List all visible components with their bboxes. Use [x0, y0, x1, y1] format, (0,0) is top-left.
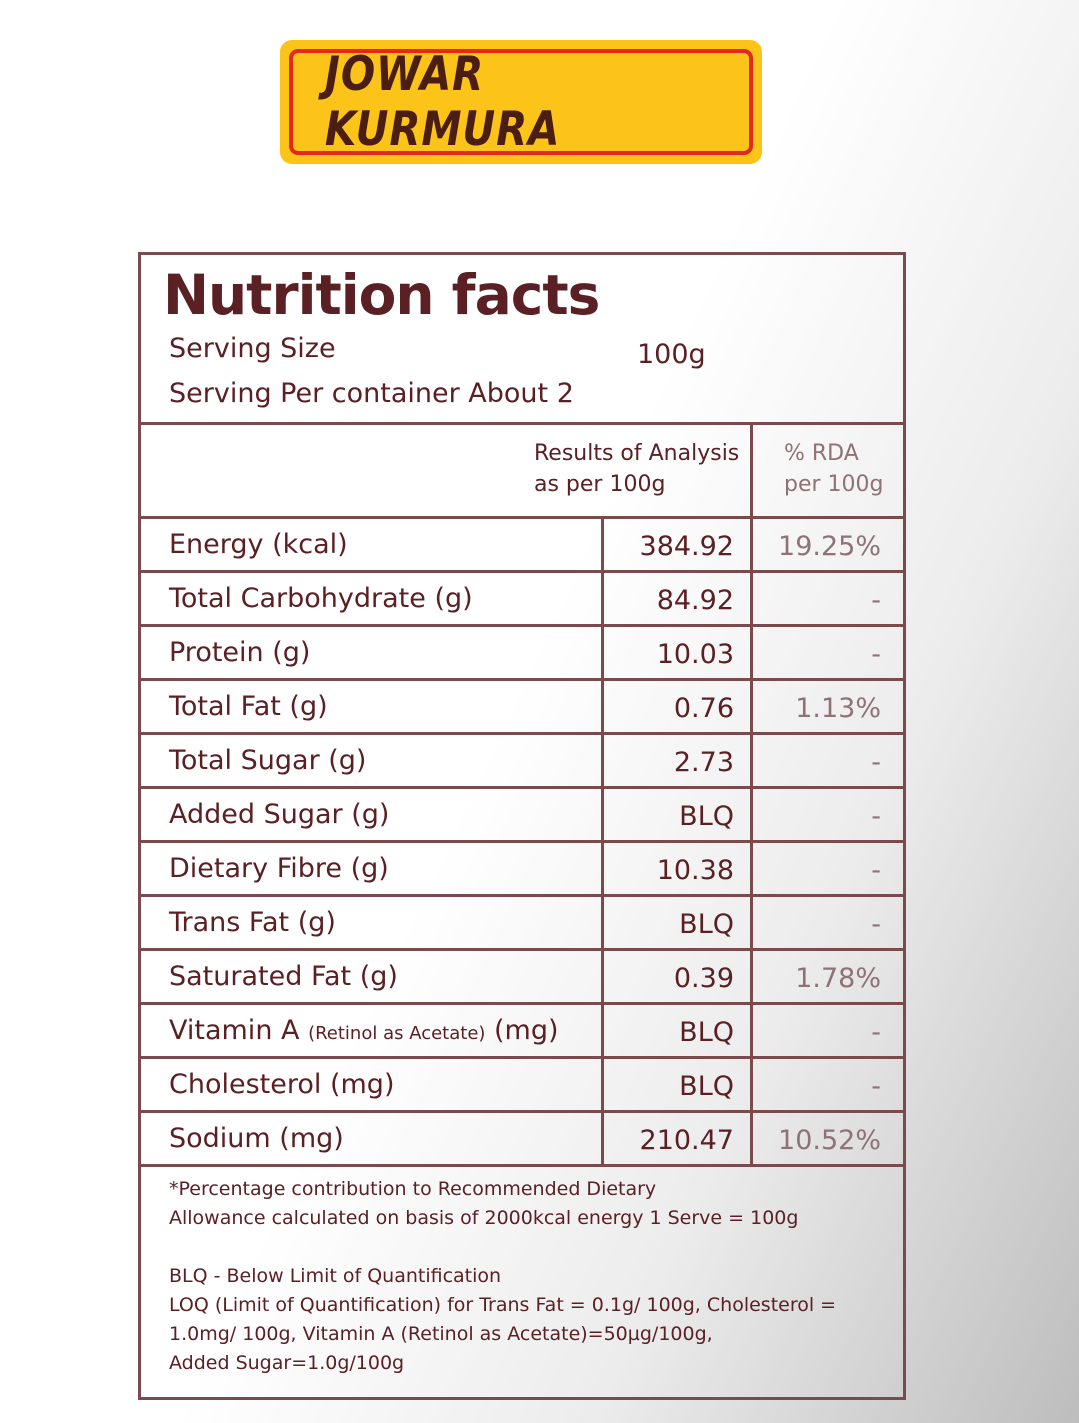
product-badge: JOWAR KURMURA: [280, 40, 762, 164]
nutrient-rda: 10.52%: [778, 1125, 881, 1156]
row-divider: [141, 1110, 903, 1113]
nutrient-value: BLQ: [679, 1017, 734, 1048]
row-divider: [141, 570, 903, 573]
nutrient-value: 84.92: [656, 585, 734, 616]
nutrient-row: Cholesterol (mg) BLQ -: [141, 1059, 903, 1110]
results-header-line2: as per 100g: [534, 472, 666, 497]
nutrient-rda: 19.25%: [778, 531, 881, 562]
nutrient-row: Sodium (mg) 210.47 10.52%: [141, 1113, 903, 1164]
nutrient-value: 2.73: [673, 747, 734, 778]
row-divider: [141, 786, 903, 789]
nutrient-name-unit: (mg): [494, 1015, 559, 1046]
footnote-line: LOQ (Limit of Quantification) for Trans …: [169, 1294, 837, 1316]
row-divider: [141, 1056, 903, 1059]
serving-size-label: Serving Size: [169, 333, 336, 364]
nutrient-name: Total Carbohydrate (g): [169, 583, 473, 614]
divider: [141, 422, 903, 425]
nutrient-row: Vitamin A (Retinol as Acetate) (mg) BLQ -: [141, 1005, 903, 1056]
results-header-line1: Results of Analysis: [534, 441, 740, 466]
label-title: Nutrition facts: [163, 263, 600, 327]
nutrient-value: BLQ: [679, 909, 734, 940]
nutrient-row: Trans Fat (g) BLQ -: [141, 897, 903, 948]
nutrient-value: 384.92: [639, 531, 734, 562]
rda-header-line2: per 100g: [784, 472, 884, 497]
nutrient-name-detail: (Retinol as Acetate): [308, 1023, 486, 1044]
nutrient-value: 0.39: [673, 963, 734, 994]
footnote-line: Allowance calculated on basis of 2000kca…: [169, 1207, 799, 1229]
row-divider: [141, 732, 903, 735]
nutrient-row: Total Sugar (g) 2.73 -: [141, 735, 903, 786]
divider: [141, 1164, 903, 1167]
nutrient-rda: -: [871, 585, 881, 616]
nutrient-name: Total Fat (g): [169, 691, 328, 722]
nutrient-rda: 1.78%: [795, 963, 881, 994]
nutrient-rda: -: [871, 909, 881, 940]
nutrient-value: 210.47: [639, 1125, 734, 1156]
row-divider: [141, 624, 903, 627]
row-divider: [141, 948, 903, 951]
nutrient-value: 0.76: [673, 693, 734, 724]
nutrient-rda: -: [871, 1071, 881, 1102]
nutrient-name: Saturated Fat (g): [169, 961, 398, 992]
nutrient-value: 10.03: [656, 639, 734, 670]
rda-column-header: % RDA per 100g: [784, 438, 884, 500]
nutrient-name: Dietary Fibre (g): [169, 853, 389, 884]
footnote-line: 1.0mg/ 100g, Vitamin A (Retinol as Aceta…: [169, 1323, 713, 1345]
nutrient-name: Trans Fat (g): [169, 907, 336, 938]
nutrient-rda: -: [871, 1017, 881, 1048]
row-divider: [141, 894, 903, 897]
nutrient-name: Vitamin A (Retinol as Acetate) (mg): [169, 1005, 559, 1056]
nutrient-name-main: Vitamin A: [169, 1015, 300, 1046]
row-divider: [141, 840, 903, 843]
nutrient-name: Total Sugar (g): [169, 745, 367, 776]
nutrient-name: Cholesterol (mg): [169, 1069, 395, 1100]
nutrient-row: Added Sugar (g) BLQ -: [141, 789, 903, 840]
nutrient-rda: -: [871, 855, 881, 886]
nutrient-row: Saturated Fat (g) 0.39 1.78%: [141, 951, 903, 1002]
nutrient-name: Sodium (mg): [169, 1123, 344, 1154]
results-column-header: Results of Analysis as per 100g: [534, 438, 739, 500]
nutrient-rda: -: [871, 801, 881, 832]
nutrient-value: 10.38: [656, 855, 734, 886]
nutrient-row: Protein (g) 10.03 -: [141, 627, 903, 678]
nutrient-rda: 1.13%: [795, 693, 881, 724]
row-divider: [141, 1002, 903, 1005]
product-name: JOWAR KURMURA: [324, 47, 561, 157]
row-divider: [141, 678, 903, 681]
servings-per-container: Serving Per container About 2: [169, 378, 574, 409]
footnote-line: *Percentage contribution to Recommended …: [169, 1178, 657, 1200]
nutrient-row: Dietary Fibre (g) 10.38 -: [141, 843, 903, 894]
nutrient-row: Total Carbohydrate (g) 84.92 -: [141, 573, 903, 624]
rda-header-line1: % RDA: [784, 441, 859, 466]
row-divider: [141, 516, 903, 519]
nutrient-row: Energy (kcal) 384.92 19.25%: [141, 519, 903, 570]
footnote-line: BLQ - Below Limit of Quantification: [169, 1265, 502, 1287]
nutrient-name: Energy (kcal): [169, 529, 348, 560]
nutrient-name: Protein (g): [169, 637, 311, 668]
nutrient-value: BLQ: [679, 801, 734, 832]
product-badge-frame: JOWAR KURMURA: [289, 47, 753, 157]
nutrient-value: BLQ: [679, 1071, 734, 1102]
column-divider-rda: [750, 423, 753, 1165]
nutrient-rda: -: [871, 639, 881, 670]
serving-size-value: 100g: [637, 339, 706, 370]
footnote-line: Added Sugar=1.0g/100g: [169, 1352, 405, 1374]
nutrient-row: Total Fat (g) 0.76 1.13%: [141, 681, 903, 732]
nutrition-facts-label: Nutrition facts Serving Size 100g Servin…: [138, 252, 906, 1400]
nutrient-name: Added Sugar (g): [169, 799, 390, 830]
nutrient-rda: -: [871, 747, 881, 778]
